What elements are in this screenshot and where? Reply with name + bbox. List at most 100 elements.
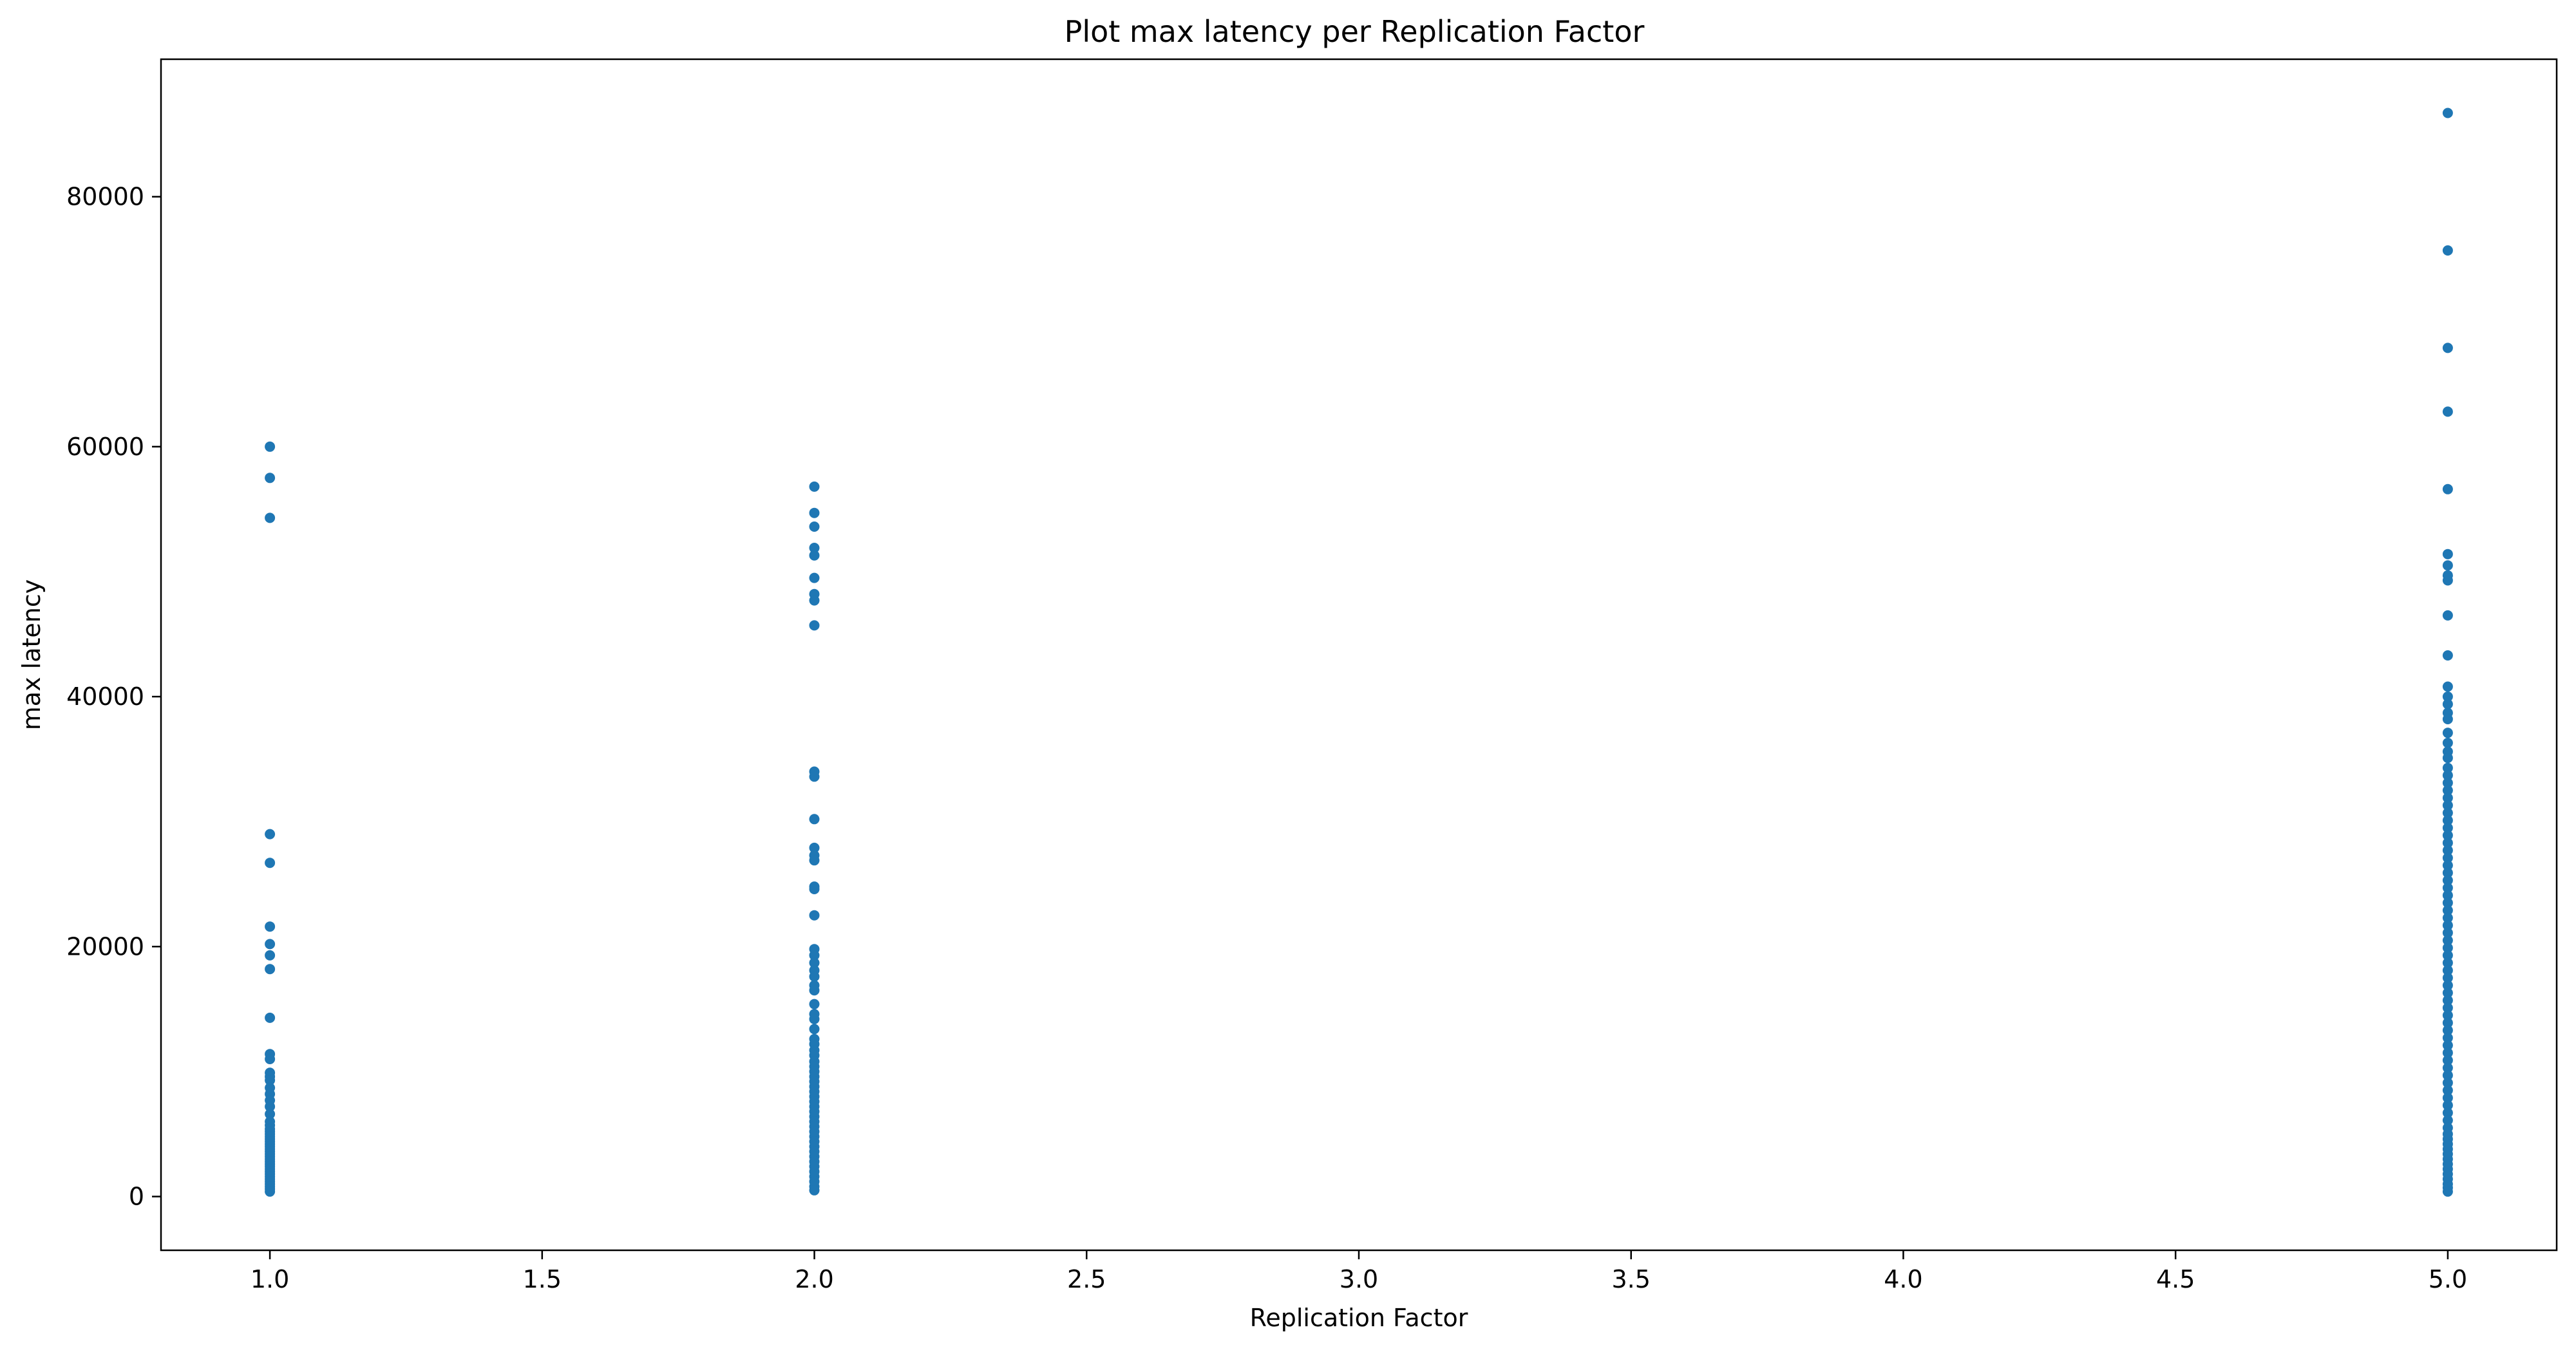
scatter-point [2442, 995, 2453, 1006]
scatter-point [2442, 650, 2453, 661]
scatter-point [2442, 1047, 2453, 1058]
y-tick-label: 60000 [66, 433, 144, 461]
y-tick-label: 80000 [66, 183, 144, 211]
scatter-point [265, 473, 276, 484]
scatter-point [2442, 108, 2453, 118]
scatter-point [2442, 988, 2453, 999]
scatter-point [265, 1012, 276, 1023]
scatter-point [2442, 800, 2453, 811]
scatter-point [2442, 912, 2453, 923]
scatter-point [809, 985, 820, 996]
scatter-point [265, 1075, 276, 1085]
scatter-point [809, 950, 820, 961]
x-tick-label: 3.5 [1612, 1265, 1651, 1293]
scatter-point [2442, 560, 2453, 571]
scatter-point [2442, 714, 2453, 724]
scatter-point [809, 481, 820, 492]
scatter-point [2442, 965, 2453, 976]
points-layer [265, 108, 2453, 1197]
scatter-point [809, 507, 820, 518]
scatter-point [2442, 830, 2453, 841]
scatter-point [2442, 867, 2453, 878]
scatter-point [2442, 793, 2453, 803]
scatter-point [2442, 890, 2453, 901]
scatter-point [809, 771, 820, 782]
scatter-point [2442, 1070, 2453, 1081]
scatter-point [2442, 822, 2453, 833]
y-tick-label: 20000 [66, 932, 144, 961]
scatter-point [2442, 807, 2453, 818]
scatter-point [2442, 845, 2453, 856]
scatter-point [2442, 1115, 2453, 1126]
scatter-point [2442, 343, 2453, 353]
scatter-point [2442, 897, 2453, 908]
scatter-point [2442, 737, 2453, 748]
scatter-point [809, 957, 820, 968]
scatter-point [2442, 484, 2453, 494]
x-tick-label: 2.0 [795, 1265, 833, 1293]
y-axis-label: max latency [17, 579, 46, 730]
scatter-point [2442, 753, 2453, 764]
y-axis-ticks: 0 20000 40000 60000 80000 [66, 183, 161, 1211]
scatter-point [2442, 691, 2453, 702]
scatter-point [809, 999, 820, 1009]
scatter-point [2442, 1033, 2453, 1043]
scatter-point [2442, 770, 2453, 781]
x-axis-ticks: 1.0 1.5 2.0 2.5 3.0 3.5 4.0 4.5 5.0 [251, 1250, 2467, 1293]
scatter-point [809, 595, 820, 606]
scatter-point [809, 814, 820, 825]
scatter-point [2442, 935, 2453, 946]
scatter-point [2442, 927, 2453, 938]
scatter-point [2442, 1062, 2453, 1073]
scatter-point [809, 910, 820, 921]
x-tick-label: 4.5 [2156, 1265, 2195, 1293]
x-tick-label: 3.0 [1340, 1265, 1378, 1293]
scatter-point [2442, 1100, 2453, 1111]
scatter-point [2442, 1025, 2453, 1036]
scatter-point [809, 884, 820, 894]
scatter-point [2442, 1017, 2453, 1028]
scatter-point [809, 543, 820, 553]
scatter-point [809, 1185, 820, 1196]
scatter-point [265, 1186, 276, 1197]
scatter-point [2442, 957, 2453, 968]
x-tick-label: 5.0 [2429, 1265, 2467, 1293]
scatter-point [809, 855, 820, 866]
x-tick-label: 2.5 [1067, 1265, 1106, 1293]
scatter-point [2442, 549, 2453, 559]
scatter-point [265, 950, 276, 961]
x-tick-label: 1.0 [251, 1265, 289, 1293]
scatter-point [2442, 1010, 2453, 1020]
chart-title: Plot max latency per Replication Factor [1065, 14, 1645, 49]
scatter-point [265, 1101, 276, 1112]
scatter-point [2442, 920, 2453, 931]
scatter-point [2442, 785, 2453, 796]
scatter-point [2442, 883, 2453, 893]
scatter-point [2442, 1186, 2453, 1197]
scatter-point [809, 572, 820, 583]
scatter-point [265, 512, 276, 523]
scatter-point [2442, 1085, 2453, 1096]
scatter-point [265, 1054, 276, 1064]
scatter-point [2442, 1055, 2453, 1066]
scatter-point [2442, 815, 2453, 826]
scatter-point [2442, 406, 2453, 417]
scatter-point [809, 971, 820, 982]
scatter-point [2442, 875, 2453, 886]
scatter-point [2442, 980, 2453, 991]
y-tick-label: 40000 [66, 682, 144, 711]
scatter-point [2442, 860, 2453, 871]
scatter-point [2442, 681, 2453, 692]
scatter-point [2442, 852, 2453, 863]
y-tick-label: 0 [129, 1183, 144, 1211]
x-tick-label: 4.0 [1884, 1265, 1922, 1293]
scatter-point [809, 1024, 820, 1035]
scatter-point [2442, 1107, 2453, 1118]
scatter-point [2442, 245, 2453, 256]
scatter-point [2442, 728, 2453, 738]
scatter-point [809, 1013, 820, 1024]
scatter-point [265, 964, 276, 975]
